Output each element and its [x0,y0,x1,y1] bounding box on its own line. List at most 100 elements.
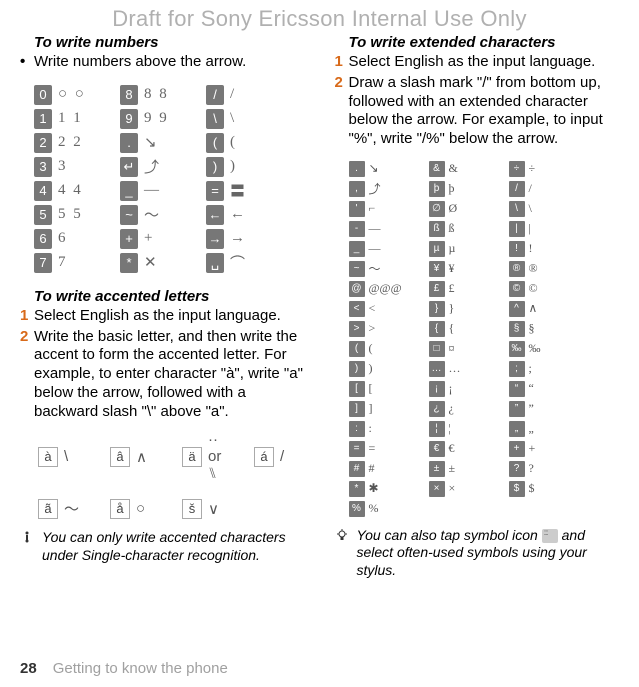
digit-row: 77 [34,252,92,274]
extended-handwriting-sample: ¡ [449,381,453,396]
extended-handwriting-sample: < [369,301,376,316]
extended-cell: ¥¥ [429,259,509,279]
page-footer: 28 Getting to know the phone [20,660,228,677]
extended-key: ; [509,361,525,377]
extended-key: £ [429,281,445,297]
extended-key: µ [429,241,445,257]
extended-handwriting-sample: ] [369,401,373,416]
extended-key: & [429,161,445,177]
digit-key: \ [206,109,224,129]
page-content: To write numbers • Write numbers above t… [20,34,625,667]
extended-key: § [509,321,525,337]
digit-handwriting-sample: ○ ○ [58,86,92,103]
extended-key: ÷ [509,161,525,177]
digit-row: 33 [34,156,92,178]
digit-key: * [120,253,138,273]
extended-cell: :: [349,419,429,439]
text-numbers: Write numbers above the arrow. [34,53,246,72]
extended-key: ® [509,261,525,277]
digit-row: ++ [120,228,178,250]
extended-key: $ [509,481,525,497]
extended-cell: )) [349,359,429,379]
extended-handwriting-sample: ∧ [529,301,538,316]
step-accented-2: 2 Write the basic letter, and then write… [20,328,311,422]
extended-cell: [[ [349,379,429,399]
digit-handwriting-sample: ← [230,206,264,223]
extended-cell: @@@@ [349,279,429,299]
digit-row: _— [120,180,178,202]
digit-handwriting-sample: 〜 [144,204,178,225]
extended-key: < [349,301,365,317]
digit-key: 6 [34,229,52,249]
extended-handwriting-sample: 〜 [369,260,381,277]
accent-stroke-sample: ·· or ⑊ [208,431,228,482]
extended-cell: □¤ [429,339,509,359]
extended-key: : [349,421,365,437]
heading-extended: To write extended characters [335,34,626,51]
extended-cell: µµ [429,239,509,259]
extended-key: ¦ [429,421,445,437]
digit-key: ( [206,133,224,153]
extended-cell: {{ [429,319,509,339]
extended-cell: ““ [509,379,589,399]
extended-cell: >> [349,319,429,339]
digit-key: ~ [120,205,138,225]
extended-handwriting-sample: ß [449,221,455,236]
extended-cell: -— [349,219,429,239]
extended-key: = [349,441,365,457]
extended-cell: && [429,159,509,179]
extended-handwriting-sample: ↘ [369,161,379,176]
extended-cell [509,499,589,519]
extended-handwriting-sample: — [369,221,381,236]
extended-handwriting-sample: “ [529,381,534,396]
digit-key: → [206,229,224,249]
heading-numbers: To write numbers [20,34,311,51]
accent-key: â [110,447,130,467]
digit-key: 2 [34,133,52,153]
digit-key: = [206,181,224,201]
digit-row: 22 2 [34,132,92,154]
accent-item: å○ [110,498,156,519]
digit-key: . [120,133,138,153]
extended-handwriting-sample: & [449,161,458,176]
extended-key: > [349,321,365,337]
digit-row: 0○ ○ [34,84,92,106]
digits-subcolumn: //\\(())=〓←←→→␣⌒ [206,84,264,274]
extended-cell: …… [429,359,509,379]
extended-handwriting-sample: © [529,281,538,296]
extended-cell: ££ [429,279,509,299]
extended-cell: ©© [509,279,589,299]
watermark-text: Draft for Sony Ericsson Internal Use Onl… [0,6,639,32]
extended-cell: !! [509,239,589,259]
accent-key: å [110,499,130,519]
extended-handwriting-sample: ± [449,461,456,476]
extended-handwriting-sample: % [369,501,379,516]
accent-item: à\ [38,431,84,482]
extended-key: ! [509,241,525,257]
extended-key: € [429,441,445,457]
extended-cell: %% [349,499,429,519]
step-text: Write the basic letter, and then write t… [34,328,311,422]
extended-handwriting-sample: = [369,441,376,456]
digit-row: ␣⌒ [206,252,264,274]
digit-handwriting-sample: 8 8 [144,86,178,103]
extended-handwriting-sample: \ [529,201,532,216]
step-extended-1: 1 Select English as the input language. [335,53,626,72]
step-text: Draw a slash mark "/" from bottom up, fo… [349,74,626,149]
digit-handwriting-sample: — [144,182,178,199]
accent-key: ã [38,499,58,519]
digit-row: \\ [206,108,264,130]
extended-cell: ;; [509,359,589,379]
digit-handwriting-sample: \ [230,110,264,127]
symbol-grid-icon [542,529,558,543]
digit-key: / [206,85,224,105]
extended-cell: ÷÷ [509,159,589,179]
extended-cell: \\ [509,199,589,219]
note-text: You can also tap symbol icon and select … [357,527,626,580]
digit-row: 44 4 [34,180,92,202]
digit-row: *✕ [120,252,178,274]
extended-cell: == [349,439,429,459]
extended-cell: þþ [429,179,509,199]
extended-cell: // [509,179,589,199]
step-number: 1 [20,307,28,326]
